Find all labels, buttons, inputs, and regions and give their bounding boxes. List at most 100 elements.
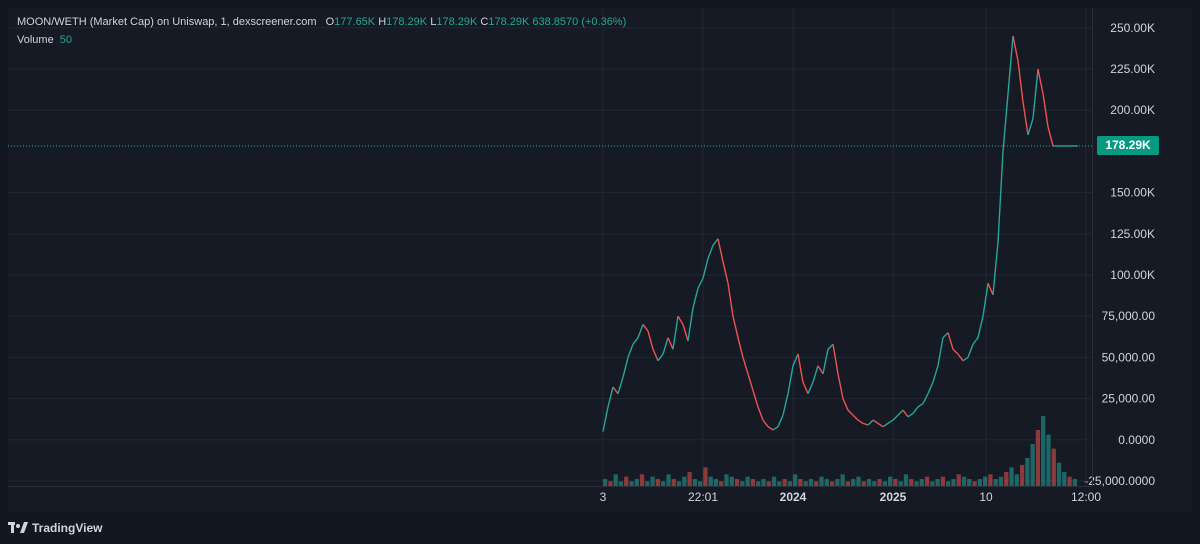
volume-bar: [1041, 416, 1046, 486]
price-segment: [847, 409, 854, 416]
ohlc-row: MOON/WETH (Market Cap) on Uniswap, 1, de…: [17, 13, 626, 31]
volume-bar: [603, 479, 608, 486]
price-segment: [602, 406, 609, 432]
volume-bar: [914, 481, 919, 486]
volume-bar: [972, 481, 977, 486]
price-segment: [1012, 35, 1019, 61]
price-segment: [707, 245, 714, 259]
price-segment: [712, 238, 719, 246]
volume-label[interactable]: Volume: [17, 34, 54, 46]
volume-bar: [782, 479, 787, 486]
price-segment: [747, 373, 754, 391]
chart-frame[interactable]: [8, 8, 1192, 512]
y-tick-label: -25,000.0000: [1084, 474, 1155, 488]
price-segment: [647, 330, 654, 350]
price-segment: [662, 337, 669, 355]
y-tick-label: 250.00K: [1110, 21, 1155, 35]
high-value: 178.29K: [386, 16, 428, 28]
price-segment: [807, 381, 814, 394]
volume-bar: [1019, 465, 1025, 486]
price-segment: [967, 344, 974, 358]
price-segment: [727, 283, 734, 317]
volume-bar: [1056, 462, 1062, 486]
price-segment: [942, 332, 949, 339]
price-segment: [952, 348, 959, 355]
price-segment: [917, 403, 924, 408]
volume-bar: [977, 479, 982, 486]
y-tick-label: 200.00K: [1110, 103, 1155, 117]
volume-bar: [639, 474, 645, 486]
volume-bar: [1062, 472, 1067, 486]
price-segment: [817, 365, 824, 375]
volume-bar: [629, 481, 634, 486]
y-tick-label: 150.00K: [1110, 186, 1155, 200]
volume-bar: [877, 479, 882, 486]
y-tick-label: 50,000.00: [1102, 350, 1156, 364]
price-segment: [617, 377, 624, 394]
volume-bar: [882, 481, 887, 486]
volume-bar: [671, 479, 676, 486]
volume-bar: [682, 476, 687, 486]
price-segment: [1002, 93, 1009, 152]
price-segment: [1047, 126, 1054, 147]
tradingview-logo-icon: [8, 522, 28, 533]
volume-bar: [824, 479, 829, 486]
volume-bar: [798, 479, 803, 486]
volume-bar: [988, 474, 993, 486]
price-segment: [867, 419, 874, 426]
volume-bar: [771, 476, 777, 486]
price-segment: [872, 419, 879, 424]
price-segment: [857, 419, 864, 424]
price-segment: [682, 324, 689, 342]
chart-legend: MOON/WETH (Market Cap) on Uniswap, 1, de…: [17, 13, 626, 49]
volume-bar: [645, 481, 650, 486]
price-segment: [1032, 68, 1039, 119]
price-segment: [702, 258, 709, 279]
price-segment: [812, 365, 819, 383]
price-segment: [862, 422, 869, 426]
volume-bar: [961, 476, 967, 486]
volume-bar: [698, 481, 703, 486]
volume-bar: [919, 479, 924, 486]
x-tick-label: 10: [979, 490, 993, 504]
price-segment: [822, 349, 829, 375]
y-tick-label: 75,000.00: [1102, 309, 1156, 323]
price-segment: [607, 386, 614, 408]
volume-bar: [998, 476, 1004, 486]
price-segment: [622, 357, 629, 378]
volume-bar: [1067, 476, 1072, 486]
symbol-title[interactable]: MOON/WETH (Market Cap) on Uniswap, 1, de…: [17, 16, 317, 28]
open-value: 177.65K: [334, 16, 376, 28]
price-segment: [927, 381, 934, 394]
volume-bar: [724, 474, 729, 486]
volume-bar: [750, 479, 756, 486]
price-segment: [767, 426, 774, 431]
volume-bar: [624, 476, 629, 486]
price-segment: [802, 381, 809, 394]
price-segment: [642, 324, 649, 332]
high-label: H: [378, 16, 387, 28]
price-segment: [887, 419, 894, 424]
volume-bar: [814, 481, 819, 486]
price-segment: [852, 414, 859, 421]
volume-bar: [866, 479, 872, 486]
y-tick-label: 225.00K: [1110, 62, 1155, 76]
y-tick-label: 25,000.00: [1102, 392, 1156, 406]
volume-bar: [740, 481, 745, 486]
volume-bar: [956, 474, 961, 486]
price-segment: [722, 261, 729, 284]
volume-bar: [1004, 472, 1009, 486]
price-segment: [982, 283, 989, 317]
volume-bar: [993, 479, 998, 486]
price-segment: [637, 324, 644, 338]
low-label: L: [430, 16, 437, 28]
price-segment: [627, 344, 634, 358]
volume-bar: [935, 479, 940, 486]
price-segment: [992, 241, 999, 295]
y-tick-label: 0.0000: [1118, 433, 1155, 447]
price-segment: [687, 307, 694, 342]
price-segment: [1017, 60, 1024, 103]
volume-bar: [861, 481, 866, 486]
tradingview-branding[interactable]: TradingView: [8, 518, 102, 538]
